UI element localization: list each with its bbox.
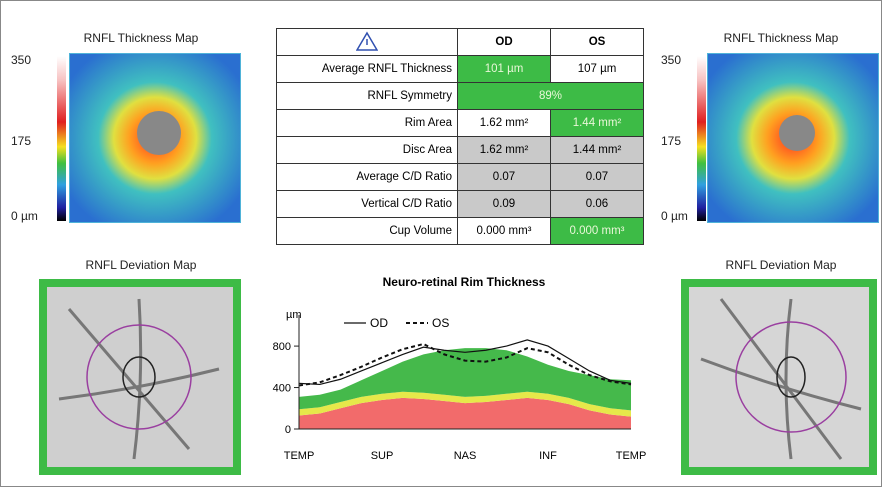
line <box>298 342 632 387</box>
y-tick-label: 0 <box>285 424 291 436</box>
row-label: Average RNFL Thickness <box>276 55 458 83</box>
cell: 1.44 mm² <box>550 136 644 164</box>
scale-label: 350 <box>661 53 682 67</box>
row-label: Cup Volume <box>276 217 458 245</box>
panel-title: RNFL Deviation Map <box>725 258 837 272</box>
x-tick-label: TEMP <box>616 450 647 462</box>
row-label: RNFL Symmetry <box>276 82 458 110</box>
warning-icon <box>355 31 379 51</box>
y-tick-label: 800 <box>273 341 291 353</box>
thickness-map <box>707 53 879 223</box>
row-label: Rim Area <box>276 109 458 137</box>
row-label: Vertical C/D Ratio <box>276 190 458 218</box>
deviation-map <box>681 279 877 475</box>
cell: 0.000 mm³ <box>550 217 644 245</box>
cell: 1.62 mm² <box>457 109 551 137</box>
thickness-map <box>69 53 241 223</box>
header-cell: OD <box>457 28 551 56</box>
x-tick-label: INF <box>539 450 557 462</box>
chart-title: Neuro-retinal Rim Thickness <box>383 275 546 289</box>
area <box>299 397 631 429</box>
cell: 0.06 <box>550 190 644 218</box>
scale-label: 0 µm <box>11 209 38 223</box>
scale-label: 175 <box>11 134 32 148</box>
legend-label: OD <box>370 316 388 330</box>
rim-chart: Neuro-retinal Rim Thickness µm 0 400 800 TE… <box>273 275 647 462</box>
area <box>299 391 631 417</box>
cell: 0.07 <box>550 163 644 191</box>
panel-title: RNFL Deviation Map <box>85 258 197 272</box>
x-tick-label: TEMP <box>284 450 315 462</box>
row-label: Average C/D Ratio <box>276 163 458 191</box>
cell: 107 µm <box>550 55 644 83</box>
colorbar <box>57 56 66 221</box>
x-tick-label: NAS <box>454 450 477 462</box>
header-cell: OS <box>550 28 644 56</box>
deviation-map <box>39 279 241 475</box>
cell: 0.07 <box>457 163 551 191</box>
scale-label: 175 <box>661 134 682 148</box>
cell: 101 µm <box>457 55 551 83</box>
x-tick-label: SUP <box>371 450 394 462</box>
legend-label: OS <box>432 316 449 330</box>
y-tick-label: 400 <box>273 383 291 395</box>
panel-title: RNFL Thickness Map <box>83 31 199 45</box>
cell: 1.62 mm² <box>457 136 551 164</box>
colorbar <box>697 56 706 221</box>
scale-label: 0 µm <box>661 209 688 223</box>
cell: 1.44 mm² <box>550 109 644 137</box>
cell: 0.09 <box>457 190 551 218</box>
cell: 89% <box>457 82 644 110</box>
y-axis-label: µm <box>286 309 302 321</box>
line <box>298 339 632 386</box>
area <box>299 348 631 411</box>
summary-table: OD OS Average RNFL Thickness 101 µm 107 µm … <box>276 28 644 245</box>
cell: 0.000 mm³ <box>457 217 551 245</box>
row-label: Disc Area <box>276 136 458 164</box>
panel-title: RNFL Thickness Map <box>723 31 839 45</box>
scale-label: 350 <box>11 53 32 67</box>
